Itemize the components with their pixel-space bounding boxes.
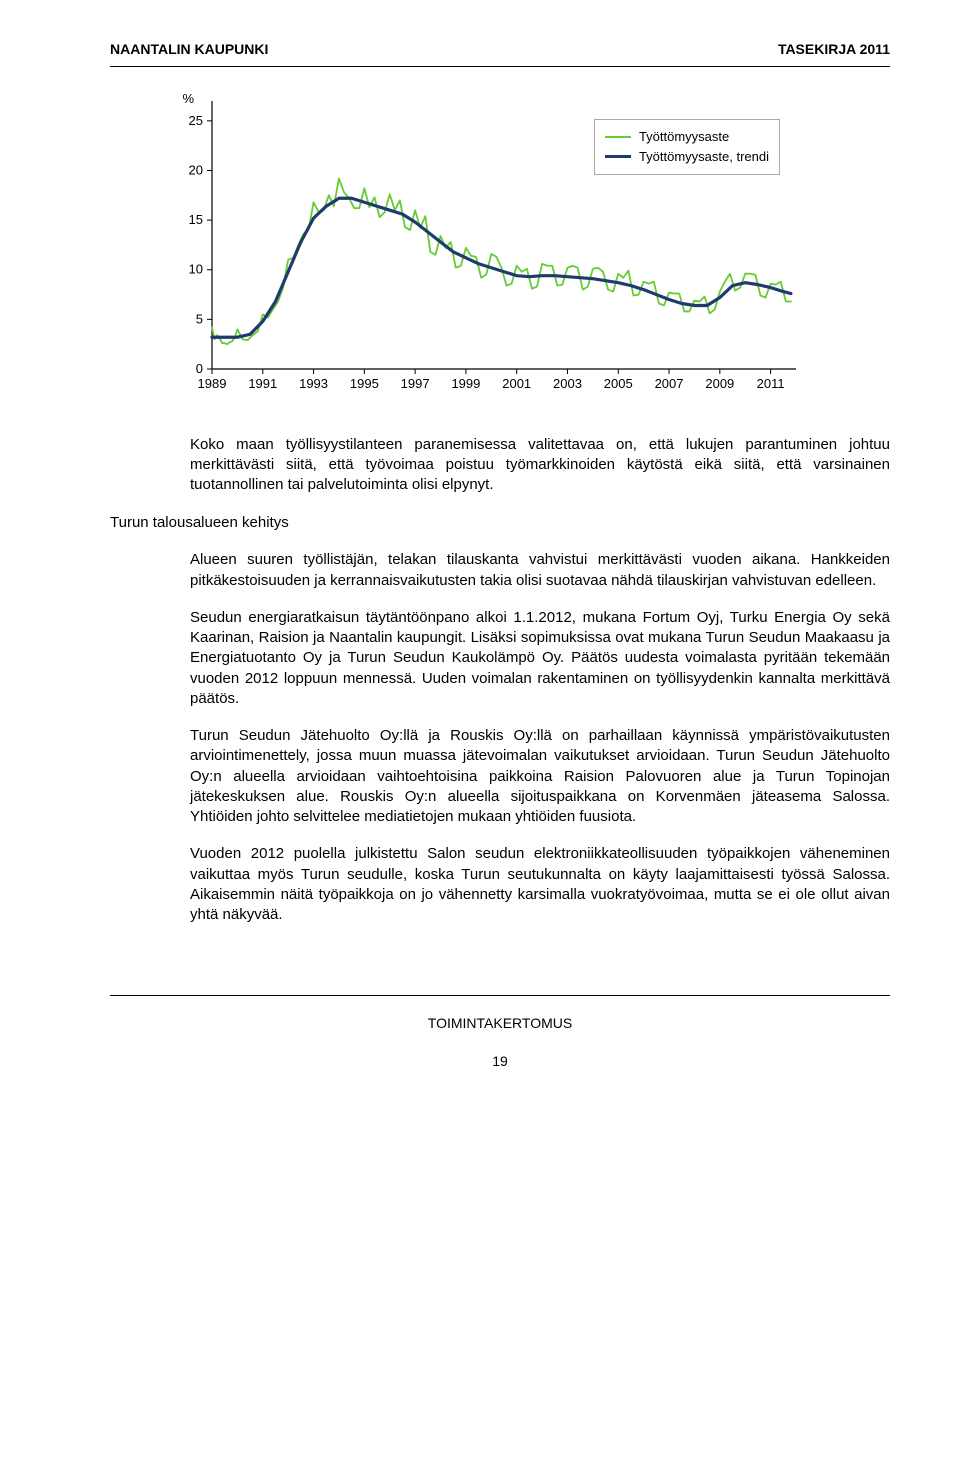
svg-text:20: 20 — [189, 162, 203, 177]
svg-text:%: % — [182, 91, 194, 106]
legend-row-1: Työttömyysaste, trendi — [605, 148, 769, 166]
svg-text:25: 25 — [189, 112, 203, 127]
svg-text:1999: 1999 — [451, 376, 480, 391]
svg-text:2009: 2009 — [705, 376, 734, 391]
legend-label-0: Työttömyysaste — [639, 128, 729, 146]
header-left: NAANTALIN KAUPUNKI — [110, 40, 268, 60]
svg-text:2007: 2007 — [655, 376, 684, 391]
page-header: NAANTALIN KAUPUNKI TASEKIRJA 2011 — [110, 40, 890, 60]
legend-swatch-1 — [605, 155, 631, 158]
svg-text:2005: 2005 — [604, 376, 633, 391]
legend-swatch-0 — [605, 136, 631, 138]
svg-text:2001: 2001 — [502, 376, 531, 391]
legend-label-1: Työttömyysaste, trendi — [639, 148, 769, 166]
paragraph-1: Seudun energiaratkaisun täytäntöönpano a… — [190, 608, 890, 709]
svg-text:15: 15 — [189, 212, 203, 227]
svg-text:5: 5 — [196, 311, 203, 326]
svg-text:1997: 1997 — [401, 376, 430, 391]
svg-text:1991: 1991 — [248, 376, 277, 391]
footer-rule — [110, 995, 890, 996]
header-rule — [110, 66, 890, 67]
paragraph-3: Vuoden 2012 puolella julkistettu Salon s… — [190, 844, 890, 925]
unemployment-chart: 0 5 10 15 20 25% 1989 1991 1993 1995 1997 1999 2001 2… — [170, 89, 890, 399]
paragraph-0: Alueen suuren työllistäjän, telakan tila… — [190, 550, 890, 591]
header-right: TASEKIRJA 2011 — [778, 40, 890, 60]
intro-paragraph: Koko maan työllisyystilanteen paranemise… — [190, 435, 890, 496]
footer-text: TOIMINTAKERTOMUS — [110, 1014, 890, 1034]
svg-text:0: 0 — [196, 361, 203, 376]
section-heading: Turun talousalueen kehitys — [110, 512, 890, 533]
section-body: Alueen suuren työllistäjän, telakan tila… — [190, 550, 890, 925]
paragraph-2: Turun Seudun Jätehuolto Oy:llä ja Rouski… — [190, 726, 890, 827]
svg-text:1995: 1995 — [350, 376, 379, 391]
svg-text:10: 10 — [189, 261, 203, 276]
svg-text:1989: 1989 — [198, 376, 227, 391]
page-number: 19 — [110, 1052, 890, 1072]
legend-row-0: Työttömyysaste — [605, 128, 769, 146]
chart-legend: Työttömyysaste Työttömyysaste, trendi — [594, 119, 780, 175]
svg-text:1993: 1993 — [299, 376, 328, 391]
svg-text:2003: 2003 — [553, 376, 582, 391]
body-text: Koko maan työllisyystilanteen paranemise… — [190, 435, 890, 496]
svg-text:2011: 2011 — [757, 376, 785, 391]
